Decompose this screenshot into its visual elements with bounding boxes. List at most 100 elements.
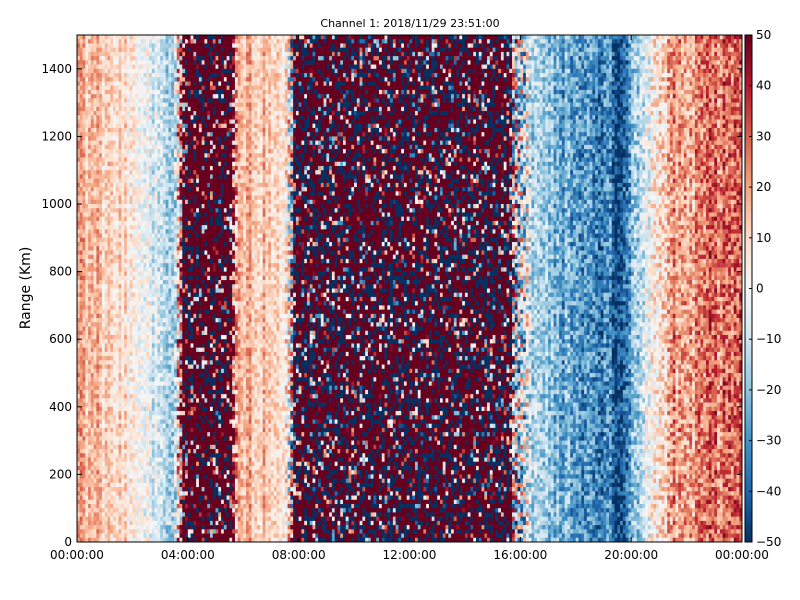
heatmap-cell: [166, 297, 169, 302]
heatmap-cell: [171, 86, 174, 91]
heatmap-cell: [85, 39, 88, 44]
heatmap-cell: [144, 348, 147, 353]
heatmap-cell: [130, 441, 133, 446]
heatmap-cell: [91, 120, 94, 125]
heatmap-cell: [141, 141, 144, 146]
heatmap-cell: [174, 343, 177, 348]
heatmap-cell: [127, 246, 130, 251]
heatmap-cell: [102, 403, 105, 408]
heatmap-cell: [144, 35, 147, 40]
heatmap-cell: [163, 141, 166, 146]
heatmap-cell: [88, 111, 91, 116]
heatmap-cell: [105, 521, 108, 526]
heatmap-cell: [91, 534, 94, 539]
heatmap-cell: [144, 415, 147, 420]
heatmap-cell: [163, 221, 166, 226]
heatmap-cell: [141, 35, 144, 40]
heatmap-cell: [182, 496, 185, 501]
heatmap-cell: [177, 39, 180, 44]
heatmap-cell: [168, 390, 171, 395]
heatmap-cell: [135, 517, 138, 522]
heatmap-cell: [157, 365, 160, 370]
heatmap-cell: [127, 293, 130, 298]
heatmap-cell: [85, 441, 88, 446]
heatmap-cell: [105, 280, 108, 285]
heatmap-cell: [138, 474, 141, 479]
heatmap-cell: [83, 529, 86, 534]
heatmap-cell: [168, 280, 171, 285]
heatmap-cell: [124, 483, 127, 488]
heatmap-cell: [138, 377, 141, 382]
heatmap-cell: [105, 534, 108, 539]
heatmap-cell: [116, 474, 119, 479]
heatmap-cell: [171, 525, 174, 530]
heatmap-cell: [149, 48, 152, 53]
heatmap-cell: [130, 331, 133, 336]
heatmap-cell: [91, 149, 94, 154]
heatmap-cell: [157, 120, 160, 125]
heatmap-cell: [130, 369, 133, 374]
heatmap-cell: [171, 441, 174, 446]
heatmap-cell: [80, 272, 83, 277]
heatmap-cell: [166, 153, 169, 158]
heatmap-cell: [107, 166, 110, 171]
heatmap-cell: [94, 466, 97, 471]
heatmap-cell: [191, 331, 194, 336]
heatmap-cell: [85, 521, 88, 526]
heatmap-cell: [124, 500, 127, 505]
heatmap-cell: [119, 407, 122, 412]
heatmap-cell: [132, 356, 135, 361]
heatmap-cell: [149, 411, 152, 416]
heatmap-cell: [85, 322, 88, 327]
heatmap-cell: [182, 259, 185, 264]
heatmap-cell: [80, 512, 83, 517]
heatmap-cell: [180, 297, 183, 302]
heatmap-cell: [80, 293, 83, 298]
heatmap-cell: [141, 500, 144, 505]
heatmap-cell: [113, 48, 116, 53]
heatmap-cell: [113, 403, 116, 408]
heatmap-cell: [185, 470, 188, 475]
heatmap-cell: [94, 449, 97, 454]
heatmap-cell: [88, 174, 91, 179]
heatmap-cell: [144, 94, 147, 99]
heatmap-cell: [130, 272, 133, 277]
heatmap-cell: [160, 208, 163, 213]
heatmap-cell: [157, 305, 160, 310]
heatmap-cell: [85, 103, 88, 108]
heatmap-cell: [180, 166, 183, 171]
heatmap-cell: [141, 449, 144, 454]
heatmap-cell: [80, 128, 83, 133]
heatmap-cell: [144, 65, 147, 70]
heatmap-cell: [80, 348, 83, 353]
heatmap-cell: [191, 115, 194, 120]
heatmap-cell: [152, 525, 155, 530]
heatmap-cell: [149, 327, 152, 332]
heatmap-cell: [83, 153, 86, 158]
heatmap-cell: [105, 428, 108, 433]
heatmap-cell: [83, 187, 86, 192]
heatmap-cell: [141, 200, 144, 205]
heatmap-cell: [113, 255, 116, 260]
heatmap-cell: [132, 73, 135, 78]
heatmap-cell: [171, 491, 174, 496]
heatmap-cell: [160, 398, 163, 403]
heatmap-cell: [105, 200, 108, 205]
heatmap-cell: [96, 196, 99, 201]
heatmap-cell: [116, 343, 119, 348]
heatmap-cell: [141, 496, 144, 501]
heatmap-cell: [83, 280, 86, 285]
heatmap-cell: [180, 267, 183, 272]
heatmap-cell: [85, 124, 88, 129]
heatmap-cell: [141, 339, 144, 344]
heatmap-cell: [119, 504, 122, 509]
heatmap-cell: [99, 111, 102, 116]
heatmap-cell: [91, 48, 94, 53]
heatmap-cell: [138, 458, 141, 463]
heatmap-cell: [124, 314, 127, 319]
heatmap-cell: [160, 145, 163, 150]
heatmap-cell: [102, 360, 105, 365]
heatmap-cell: [80, 394, 83, 399]
heatmap-cell: [130, 470, 133, 475]
heatmap-cell: [171, 111, 174, 116]
